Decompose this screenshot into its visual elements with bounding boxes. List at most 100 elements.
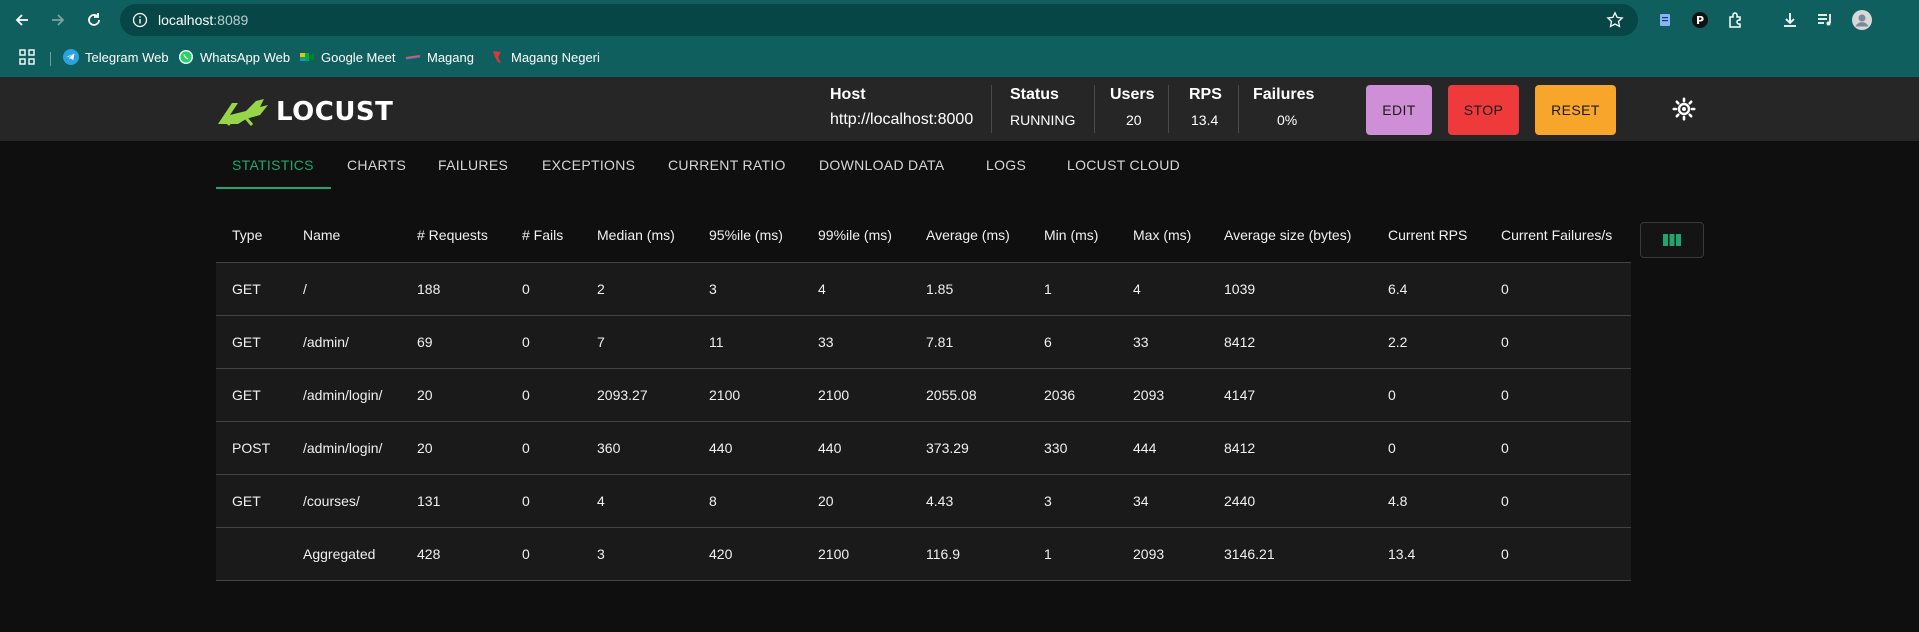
magang-icon: [405, 49, 421, 65]
column-header-average[interactable]: Average (ms): [910, 209, 1028, 263]
rps-block: RPS 13.4: [1189, 77, 1229, 141]
cell-type: POST: [216, 421, 287, 475]
forward-arrow-icon[interactable]: [46, 8, 70, 32]
site-info-icon[interactable]: [132, 12, 148, 28]
cell-type: GET: [216, 315, 287, 369]
users-label: Users: [1110, 86, 1155, 103]
cell-requests: 20: [401, 421, 506, 475]
cell-name: Aggregated: [287, 527, 401, 581]
tab-failures[interactable]: FAILURES: [438, 157, 509, 173]
tab-charts[interactable]: CHARTS: [347, 157, 407, 173]
bookmark-telegram[interactable]: Telegram Web: [63, 49, 169, 65]
theme-toggle-sun-icon[interactable]: [1670, 95, 1698, 123]
cell-median: 360: [581, 421, 693, 475]
tab-locust-cloud[interactable]: LOCUST CLOUD: [1067, 157, 1181, 173]
column-header-current-failures[interactable]: Current Failures/s: [1485, 209, 1631, 263]
column-selector-button[interactable]: [1640, 222, 1704, 258]
host-value: http://localhost:8000: [830, 111, 974, 128]
column-header-fails[interactable]: # Fails: [506, 209, 581, 263]
tab-current-ratio[interactable]: CURRENT RATIO: [668, 157, 786, 173]
failures-value: 0%: [1277, 112, 1298, 128]
cell-current-failures: 0: [1485, 368, 1631, 422]
bookmarks-bar: Telegram Web WhatsApp Web Google Meet Ma…: [0, 40, 1919, 77]
table-row: Aggregated 428 0 3 420 2100 116.9 1 2093 3146.21 1…: [216, 527, 1631, 581]
column-header-requests[interactable]: # Requests: [401, 209, 506, 263]
bookmark-magang-negeri[interactable]: Magang Negeri: [489, 49, 600, 65]
table-row: GET/admin/login/20 0 2093.27 2100 2100 2055.0…: [216, 368, 1631, 422]
extension-p-icon[interactable]: P: [1690, 10, 1710, 30]
url-host: localhost: [158, 12, 214, 28]
address-bar[interactable]: localhost:8089: [120, 4, 1638, 36]
cell-95ile: 3: [693, 262, 802, 316]
edit-button[interactable]: EDIT: [1366, 85, 1432, 135]
cell-max: 34: [1117, 474, 1208, 528]
cell-fails: 0: [506, 527, 581, 581]
cell-name: /admin/login/: [287, 368, 401, 422]
cell-min: 1: [1028, 527, 1117, 581]
column-header-average-size[interactable]: Average size (bytes): [1208, 209, 1372, 263]
bookmark-star-icon[interactable]: [1606, 11, 1624, 29]
host-block: Host http://localhost:8000: [830, 77, 990, 141]
reset-button[interactable]: RESET: [1535, 85, 1616, 135]
app-header: LOCUST Host http://localhost:8000 Status…: [0, 77, 1919, 141]
cell-average-size: 8412: [1208, 315, 1372, 369]
svg-text:P: P: [1696, 14, 1704, 27]
stop-button[interactable]: STOP: [1448, 85, 1519, 135]
locust-logo[interactable]: LOCUST: [216, 97, 393, 127]
cell-min: 6: [1028, 315, 1117, 369]
bookmark-label: Telegram Web: [85, 49, 169, 65]
column-header-99ile[interactable]: 99%ile (ms): [802, 209, 910, 263]
column-header-median[interactable]: Median (ms): [581, 209, 693, 263]
tab-statistics[interactable]: STATISTICS: [232, 157, 314, 173]
cell-type: GET: [216, 474, 287, 528]
extensions-puzzle-icon[interactable]: [1726, 10, 1746, 30]
cell-99ile: 20: [802, 474, 910, 528]
bookmark-label: Magang Negeri: [511, 49, 600, 65]
cell-current-rps: 0: [1372, 421, 1485, 475]
column-header-min[interactable]: Min (ms): [1028, 209, 1117, 263]
reload-icon[interactable]: [82, 8, 106, 32]
column-header-type[interactable]: Type: [216, 209, 287, 263]
cell-name: /admin/login/: [287, 421, 401, 475]
tab-logs[interactable]: LOGS: [986, 157, 1027, 173]
cell-fails: 0: [506, 368, 581, 422]
cell-type: GET: [216, 368, 287, 422]
cell-average: 7.81: [910, 315, 1028, 369]
whatsapp-icon: [178, 49, 194, 65]
header-divider: [1168, 85, 1169, 133]
cell-current-rps: 4.8: [1372, 474, 1485, 528]
bookmark-whatsapp[interactable]: WhatsApp Web: [178, 49, 290, 65]
status-label: Status: [1010, 86, 1059, 103]
cell-min: 3: [1028, 474, 1117, 528]
column-header-current-rps[interactable]: Current RPS: [1372, 209, 1485, 263]
tab-download-data[interactable]: DOWNLOAD DATA: [819, 157, 945, 173]
column-header-name[interactable]: Name: [287, 209, 401, 263]
media-controls-icon[interactable]: [1815, 10, 1835, 30]
cell-fails: 0: [506, 262, 581, 316]
cell-average: 2055.08: [910, 368, 1028, 422]
column-header-max[interactable]: Max (ms): [1117, 209, 1208, 263]
google-meet-icon: [299, 49, 315, 65]
cell-max: 444: [1117, 421, 1208, 475]
back-arrow-icon[interactable]: [10, 8, 34, 32]
table-row: GET/admin/69 0 7 11 33 7.81 6 33 8412 2.2 0: [216, 315, 1631, 369]
cell-current-failures: 0: [1485, 421, 1631, 475]
cell-name: /: [287, 262, 401, 316]
bookmark-google-meet[interactable]: Google Meet: [299, 49, 395, 65]
apps-grid-icon[interactable]: [18, 48, 36, 66]
download-icon[interactable]: [1780, 10, 1800, 30]
cell-fails: 0: [506, 421, 581, 475]
tab-exceptions[interactable]: EXCEPTIONS: [542, 157, 636, 173]
magang-negeri-icon: [489, 49, 505, 65]
cell-average: 116.9: [910, 527, 1028, 581]
profile-avatar-icon[interactable]: [1852, 10, 1872, 30]
cell-max: 2093: [1117, 368, 1208, 422]
bookmark-label: Magang: [427, 49, 474, 65]
browser-toolbar: localhost:8089 P: [0, 0, 1919, 40]
statistics-table-container: Type Name # Requests # Fails Median (ms)…: [216, 209, 1631, 581]
locust-logo-icon: [218, 99, 268, 126]
column-header-95ile[interactable]: 95%ile (ms): [693, 209, 802, 263]
bookmark-magang[interactable]: Magang: [405, 49, 474, 65]
extension-docs-icon[interactable]: [1655, 10, 1675, 30]
url-text: localhost:8089: [158, 12, 248, 28]
